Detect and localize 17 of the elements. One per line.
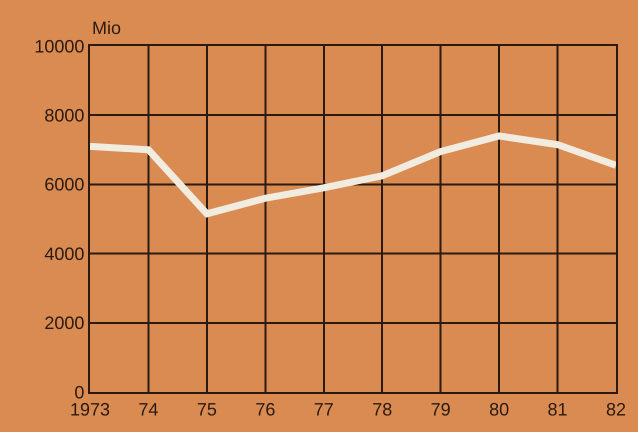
y-tick-label: 0 <box>74 382 84 402</box>
y-axis-title: Mio <box>92 18 122 38</box>
x-tick-label: 81 <box>548 400 568 420</box>
x-tick-label: 74 <box>138 400 158 420</box>
x-tick-label: 79 <box>430 400 451 420</box>
x-tick-label: 77 <box>314 400 334 420</box>
y-tick-label: 4000 <box>44 244 84 264</box>
y-tick-label: 6000 <box>44 174 84 195</box>
x-tick-label: 80 <box>489 400 510 420</box>
y-tick-label: 2000 <box>44 313 84 334</box>
y-tick-label: 8000 <box>44 106 84 126</box>
x-tick-label: 82 <box>606 400 626 420</box>
x-tick-label: 75 <box>196 400 217 420</box>
y-tick-label: 10000 <box>34 36 84 56</box>
x-tick-label: 76 <box>255 400 276 420</box>
x-tick-label: 78 <box>372 400 392 420</box>
x-tick-label: 1973 <box>70 400 110 420</box>
